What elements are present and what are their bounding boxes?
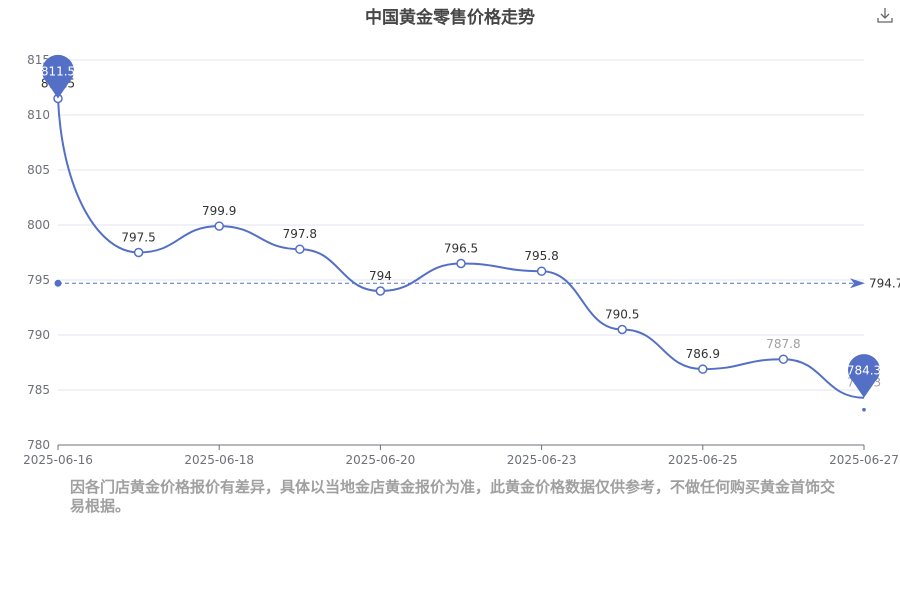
average-line-arrow (850, 278, 865, 289)
price-series (57, 98, 865, 399)
y-tick-label: 780 (27, 438, 50, 452)
data-point (295, 244, 305, 254)
y-tick-label: 805 (27, 163, 50, 177)
data-label: 794 (369, 269, 392, 283)
y-tick-label: 795 (27, 273, 50, 287)
y-tick-label: 785 (27, 383, 50, 397)
data-label: 799.9 (202, 204, 236, 218)
disclaimer-text: 因各门店黄金价格报价有差异，具体以当地金店黄金报价为准，此黄金价格数据仅供参考，… (70, 478, 836, 515)
data-point (778, 354, 789, 364)
max-marker-pin (42, 54, 75, 99)
y-tick-label: 800 (27, 218, 50, 232)
min-marker-pin (848, 354, 881, 398)
data-label: 795.8 (524, 249, 558, 263)
data-points (53, 93, 789, 374)
x-tick-label: 2025-06-20 (346, 453, 416, 467)
data-point (536, 266, 547, 276)
x-tick-label: 2025-06-23 (507, 453, 577, 467)
download-icon[interactable] (876, 6, 894, 24)
x-axis-ticks: 2025-06-16 2025-06-18 2025-06-20 2025-06-23… (23, 445, 899, 467)
data-label: 797.8 (283, 227, 317, 241)
data-point (375, 286, 386, 296)
x-tick-label: 2025-06-16 (23, 453, 93, 467)
data-label: 790.5 (605, 308, 639, 322)
data-point (617, 324, 627, 335)
extreme-markers: 811.5 784.3 (41, 54, 881, 412)
data-point (456, 258, 466, 269)
data-point (698, 364, 708, 374)
data-point (214, 221, 224, 231)
x-tick-label: 2025-06-18 (184, 453, 254, 467)
y-tick-label: 790 (27, 328, 50, 342)
average-line: 794.7 (54, 276, 900, 290)
data-point (133, 247, 144, 258)
y-tick-label: 810 (27, 108, 50, 122)
min-marker-label: 784.3 (847, 364, 881, 378)
x-tick-label: 2025-06-27 (829, 453, 899, 467)
data-label: 786.9 (686, 347, 720, 361)
max-marker-label: 811.5 (41, 65, 75, 79)
average-line-label: 794.7 (869, 276, 900, 290)
data-label: 797.5 (121, 231, 155, 245)
min-marker-dot (862, 407, 866, 412)
data-labels: 811.5797.5799.9797.8794796.5795.8790.578… (41, 77, 881, 390)
series-line (57, 98, 865, 399)
chart-title: 中国黄金零售价格走势 (365, 8, 535, 28)
x-tick-label: 2025-06-25 (668, 453, 738, 467)
data-label: 796.5 (444, 242, 478, 256)
grid-lines (58, 59, 864, 391)
data-label: 787.8 (766, 337, 800, 351)
